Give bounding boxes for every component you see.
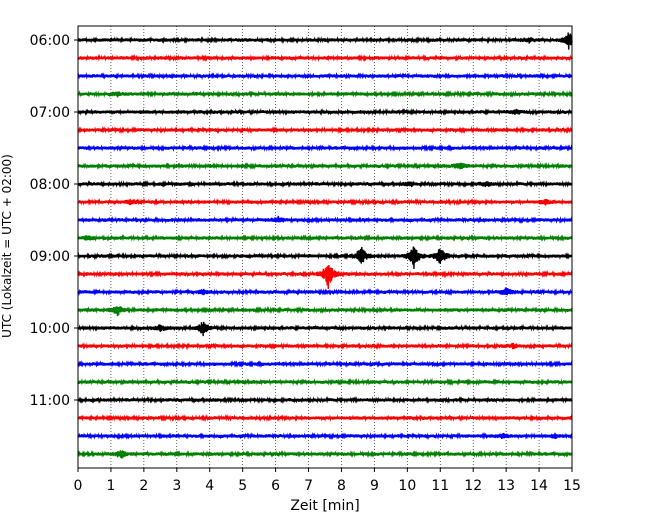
plot-frame (77, 25, 573, 469)
x-tick-label: 5 (238, 478, 247, 494)
trace-0745 (77, 161, 573, 171)
trace-0800 (77, 180, 573, 188)
x-tick-label: 11 (431, 478, 449, 494)
y-axis-label: UTC (Lokalzeit = UTC + 02:00) (0, 154, 14, 338)
trace-0930 (77, 287, 573, 297)
y-tick-label: 07:00 (30, 105, 70, 121)
trace-0645 (77, 90, 573, 99)
trace-0900 (77, 246, 573, 269)
trace-1130 (77, 432, 573, 441)
trace-0830 (77, 215, 573, 225)
y-tick-label: 09:00 (30, 249, 70, 265)
x-tick-label: 12 (464, 478, 482, 494)
trace-1145 (77, 449, 573, 459)
x-tick-label: 15 (563, 478, 581, 494)
trace-0845 (77, 234, 573, 243)
trace-1015 (77, 341, 573, 351)
trace-0630 (77, 71, 573, 81)
x-tick-label: 9 (370, 478, 379, 494)
x-tick-label: 6 (271, 478, 280, 494)
x-tick-label: 7 (304, 478, 313, 494)
trace-1100 (77, 395, 573, 404)
seismogram-traces (77, 32, 573, 459)
y-tick-label: 08:00 (30, 177, 70, 193)
y-tick-label: 06:00 (30, 33, 70, 49)
y-tick-label: 10:00 (30, 321, 70, 337)
x-axis-label: Zeit [min] (290, 498, 359, 514)
y-tick-label: 11:00 (30, 393, 70, 409)
trace-0700 (77, 108, 573, 117)
trace-0945 (77, 306, 573, 317)
trace-0600 (77, 32, 573, 50)
x-axis-ticks: 0 1 2 3 4 5 6 7 8 9 10 11 12 13 14 15 (74, 468, 581, 494)
x-tick-label: 8 (337, 478, 346, 494)
trace-0615 (77, 53, 573, 63)
x-tick-label: 1 (106, 478, 115, 494)
trace-0715 (77, 125, 573, 135)
trace-0915 (77, 265, 573, 290)
x-tick-label: 0 (74, 478, 83, 494)
y-axis-ticks: 06:00 07:00 08:00 09:00 10:00 11:00 (30, 33, 78, 409)
trace-0730 (77, 144, 573, 153)
x-tick-label: 4 (205, 478, 214, 494)
trace-0815 (77, 197, 573, 206)
x-tick-label: 3 (172, 478, 181, 494)
x-tick-label: 13 (497, 478, 515, 494)
trace-1115 (77, 413, 573, 423)
x-tick-label: 2 (139, 478, 148, 494)
trace-1030 (77, 360, 573, 368)
trace-1000 (77, 321, 573, 337)
x-tick-label: 14 (530, 478, 548, 494)
trace-1045 (77, 377, 573, 387)
x-tick-label: 10 (398, 478, 416, 494)
